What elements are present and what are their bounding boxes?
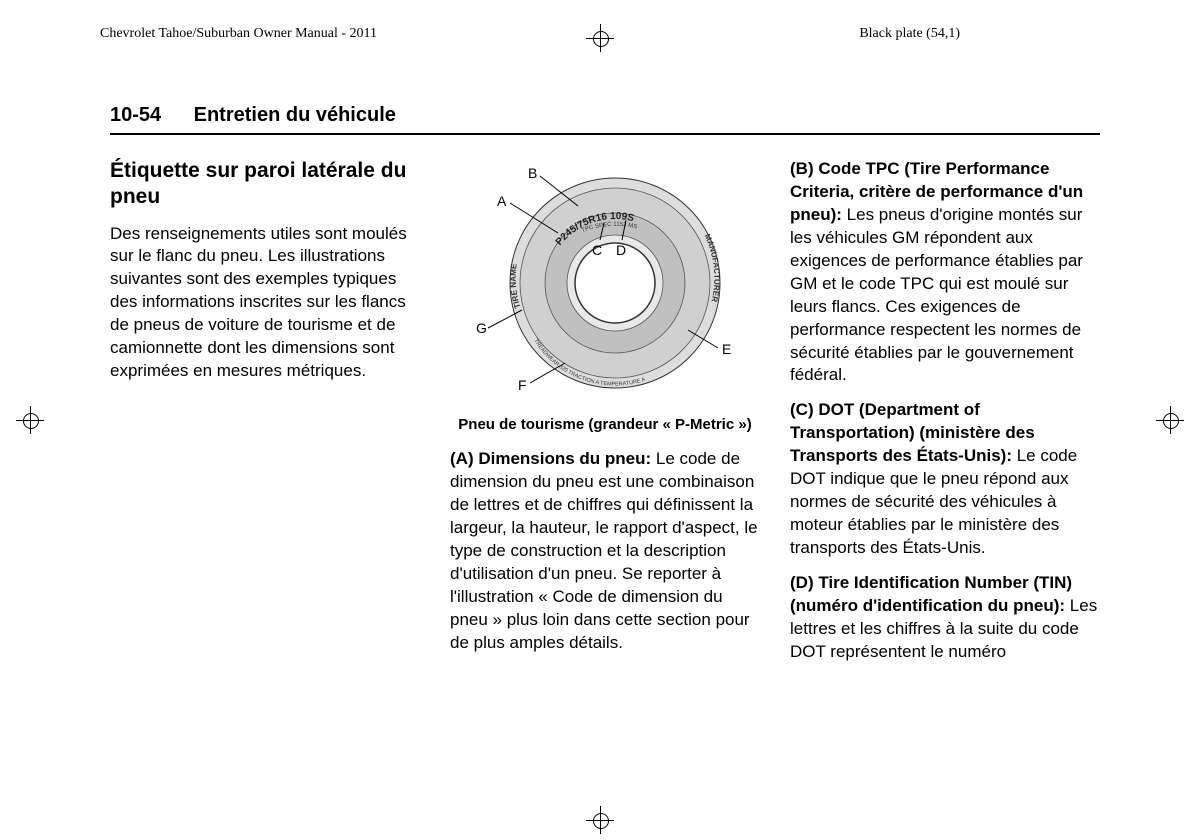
definition-b: (B) Code TPC (Tire Performance Criteria,… — [790, 158, 1100, 387]
body-a: Le code de dimension du pneu est une com… — [450, 449, 758, 652]
section-title: Entretien du véhicule — [194, 104, 396, 126]
crop-mark-bottom — [590, 810, 610, 830]
svg-text:E: E — [722, 341, 731, 357]
body-b: Les pneus d'origine montés sur les véhic… — [790, 205, 1083, 385]
svg-text:C: C — [592, 242, 602, 258]
crop-mark-right — [1160, 410, 1180, 430]
tire-diagram: P245/75R16 109S TPC SPEC 1153 MS TIRE NA… — [450, 158, 760, 405]
body-text: Des renseignements utiles sont moulés su… — [110, 223, 420, 384]
column-2: P245/75R16 109S TPC SPEC 1153 MS TIRE NA… — [450, 158, 760, 676]
column-3: (B) Code TPC (Tire Performance Criteria,… — [790, 158, 1100, 676]
content-columns: Étiquette sur paroi latérale du pneu Des… — [110, 158, 1100, 676]
svg-text:A: A — [497, 193, 507, 209]
crop-mark-top — [590, 28, 610, 48]
running-header-right: Black plate (54,1) — [859, 26, 960, 42]
svg-text:F: F — [518, 377, 527, 393]
definition-a: (A) Dimensions du pneu: Le code de dimen… — [450, 448, 760, 654]
definition-d: (D) Tire Identification Number (TIN) (nu… — [790, 572, 1100, 664]
svg-text:B: B — [528, 165, 537, 181]
page-number: 10-54 — [110, 104, 161, 126]
svg-text:D: D — [616, 242, 626, 258]
column-1: Étiquette sur paroi latérale du pneu Des… — [110, 158, 420, 676]
definition-c: (C) DOT (Department of Transportation) (… — [790, 399, 1100, 560]
running-header-left: Chevrolet Tahoe/Suburban Owner Manual - … — [100, 26, 377, 42]
svg-text:G: G — [476, 320, 487, 336]
figure-caption: Pneu de tourisme (grandeur « P-Metric ») — [450, 415, 760, 435]
crop-mark-left — [20, 410, 40, 430]
term-c: (C) DOT (Department of Transportation) (… — [790, 400, 1035, 465]
page-header: 10-54 Entretien du véhicule — [110, 104, 1100, 135]
term-d: (D) Tire Identification Number (TIN) (nu… — [790, 573, 1072, 615]
subheading: Étiquette sur paroi latérale du pneu — [110, 158, 420, 211]
term-a: (A) Dimensions du pneu: — [450, 449, 651, 468]
